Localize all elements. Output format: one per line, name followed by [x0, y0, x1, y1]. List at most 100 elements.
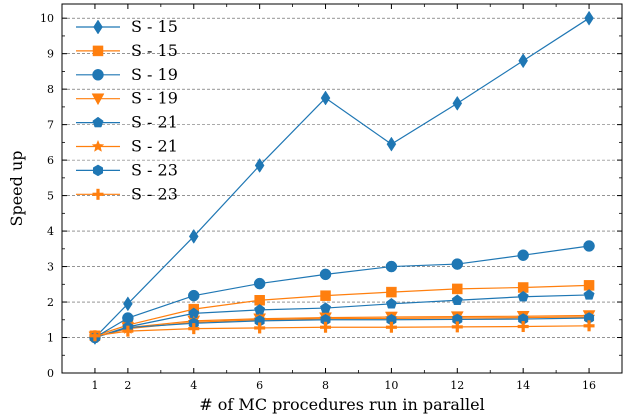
y-tick-label: 1 — [47, 332, 54, 345]
x-tick-label: 16 — [582, 379, 596, 392]
y-tick-label: 3 — [47, 261, 54, 274]
x-tick-label: 12 — [450, 379, 464, 392]
data-point — [254, 157, 265, 173]
y-tick-label: 0 — [47, 367, 54, 380]
data-point — [320, 321, 332, 333]
x-axis-label: # of MC procedures run in parallel — [199, 395, 484, 414]
data-point-v — [455, 321, 459, 333]
data-point — [385, 321, 397, 333]
legend-label: S - 23 — [131, 160, 178, 179]
data-point — [89, 330, 101, 342]
series-line — [94, 325, 590, 337]
legend-item: S - 23 — [76, 160, 178, 179]
legend-item: S - 21 — [76, 113, 178, 132]
data-point — [452, 283, 463, 295]
y-tick-label: 2 — [47, 296, 54, 309]
data-point-v — [389, 321, 394, 333]
legend-label: S - 21 — [131, 137, 178, 156]
legend-marker — [92, 164, 104, 177]
data-point — [320, 302, 332, 313]
data-point — [583, 240, 595, 252]
data-point — [451, 321, 463, 333]
legend-marker — [91, 139, 105, 152]
data-point-v — [126, 325, 130, 337]
legend-item: S - 15 — [76, 41, 178, 60]
legend-label: S - 15 — [131, 41, 178, 60]
legend-label: S - 19 — [131, 89, 178, 108]
x-tick-label: 14 — [516, 379, 530, 392]
legend-item: S - 19 — [76, 89, 178, 108]
data-point — [583, 320, 595, 332]
legend-marker — [92, 116, 104, 128]
data-point — [188, 323, 200, 335]
y-tick-label: 10 — [40, 12, 54, 25]
x-tick-label: 4 — [190, 379, 197, 392]
y-tick-label: 6 — [47, 154, 54, 167]
data-point — [254, 322, 266, 334]
x-tick-label: 10 — [384, 379, 398, 392]
data-point — [583, 289, 595, 300]
series-layer — [88, 10, 596, 345]
legend-marker — [92, 45, 104, 57]
y-tick-label: 4 — [47, 225, 54, 238]
data-point-v — [521, 321, 525, 333]
data-point-v — [258, 322, 262, 334]
legend-item: S - 23 — [76, 184, 178, 203]
x-tick-label: 2 — [124, 379, 131, 392]
data-point — [451, 258, 464, 270]
data-point — [188, 289, 200, 302]
data-point — [254, 295, 265, 306]
data-point — [584, 10, 594, 26]
data-point-v — [587, 320, 591, 332]
x-tick-label: 1 — [91, 379, 98, 392]
data-point — [517, 249, 529, 261]
legend-label: S - 19 — [131, 65, 178, 84]
legend-label: S - 23 — [131, 184, 178, 203]
legend: S - 15 S - 15 S - 19 S - 19 S - 21 S - 21 S - … — [76, 17, 178, 203]
data-point — [320, 90, 331, 106]
series-line — [94, 284, 590, 337]
data-point — [123, 296, 133, 312]
x-tick-label: 6 — [256, 379, 263, 392]
data-point — [253, 277, 266, 290]
data-point — [518, 53, 528, 69]
legend-marker — [93, 19, 103, 35]
data-point-v — [93, 330, 97, 342]
data-point — [385, 298, 397, 309]
y-axis-label: Speed up — [7, 150, 26, 226]
data-point — [386, 286, 397, 298]
plot-frame — [61, 3, 623, 374]
x-tick-label: 8 — [322, 379, 329, 392]
legend-marker — [92, 69, 104, 81]
series-2 — [89, 280, 595, 341]
legend-item: S - 19 — [76, 65, 178, 84]
series-1 — [90, 10, 594, 345]
legend-marker — [92, 188, 104, 200]
data-point — [122, 325, 134, 337]
data-point — [254, 304, 266, 315]
legend-marker — [91, 93, 105, 106]
y-tick-label: 5 — [47, 190, 54, 203]
data-point — [386, 136, 397, 152]
data-point-v — [192, 323, 196, 335]
grid-layer — [62, 17, 622, 338]
data-point — [517, 290, 529, 302]
series-8 — [89, 320, 595, 342]
data-point — [583, 280, 595, 291]
data-point — [452, 95, 463, 111]
data-point — [451, 294, 463, 305]
legend-item: S - 15 — [76, 17, 178, 36]
data-point — [517, 321, 529, 333]
data-point — [320, 290, 331, 301]
y-tick-label: 7 — [47, 119, 54, 132]
y-tick-label: 8 — [47, 83, 54, 96]
data-point — [319, 268, 332, 281]
legend-label: S - 21 — [131, 113, 178, 132]
y-tick-label: 9 — [47, 48, 54, 61]
legend-item: S - 21 — [76, 137, 178, 156]
data-point — [385, 260, 398, 273]
legend-label: S - 15 — [131, 17, 178, 36]
data-point — [188, 228, 199, 244]
